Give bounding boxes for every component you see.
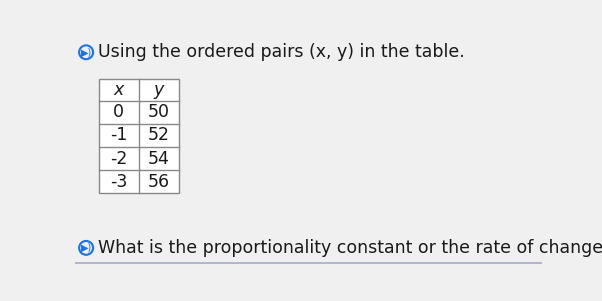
Text: What is the proportionality constant or the rate of change?: What is the proportionality constant or …: [99, 239, 602, 257]
Text: -3: -3: [110, 173, 128, 191]
Text: ▶): ▶): [81, 47, 92, 57]
Bar: [99, 79, 179, 193]
Text: 54: 54: [148, 150, 170, 168]
Text: -2: -2: [110, 150, 128, 168]
Text: 52: 52: [148, 126, 170, 144]
Text: 0: 0: [113, 103, 124, 121]
Text: -1: -1: [110, 126, 128, 144]
Text: 56: 56: [148, 173, 170, 191]
Text: ▶): ▶): [81, 243, 92, 253]
Text: 50: 50: [148, 103, 170, 121]
Text: x: x: [114, 81, 124, 99]
Text: Using the ordered pairs (x, y) in the table.: Using the ordered pairs (x, y) in the ta…: [99, 43, 465, 61]
Text: y: y: [154, 81, 164, 99]
